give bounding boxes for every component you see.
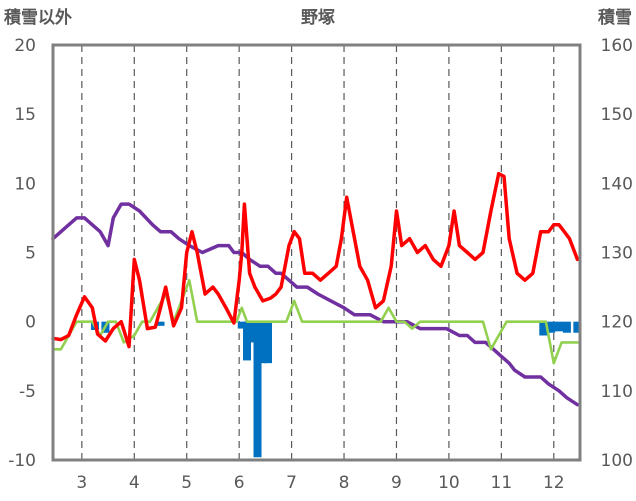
series-lines — [51, 171, 580, 407]
series-line-green — [51, 278, 579, 365]
x-tick-label-11: 11 — [491, 473, 513, 493]
bar-blue-11 — [555, 321, 564, 332]
y-left-tick-0: 0 — [25, 313, 36, 333]
bar-blue-3 — [237, 321, 246, 329]
y-right-tick-labels: 100 110 120 130 140 150 160 — [601, 36, 633, 471]
x-tick-labels: 3 4 5 6 7 8 9 10 11 12 — [76, 473, 564, 493]
plot-frame — [51, 43, 582, 462]
x-tick-label-12: 12 — [543, 473, 565, 493]
bar-blue-13 — [573, 321, 582, 333]
y-right-tick-120: 120 — [601, 313, 633, 333]
blue-bars — [90, 321, 582, 458]
chart-title: 野塚 — [301, 8, 335, 28]
y-right-tick-150: 150 — [601, 105, 633, 125]
x-tick-label-3: 3 — [76, 473, 87, 493]
x-tick-label-5: 5 — [181, 473, 192, 493]
bar-blue-7 — [258, 321, 267, 364]
x-tick-label-8: 8 — [339, 473, 350, 493]
y-left-tick--10: -10 — [8, 451, 36, 471]
x-tick-label-6: 6 — [234, 473, 245, 493]
x-tick-label-10: 10 — [438, 473, 460, 493]
series-line-purple — [51, 202, 580, 407]
y-left-tick--5: -5 — [19, 382, 36, 402]
y-right-tick-140: 140 — [601, 174, 633, 194]
y-left-tick-15: 15 — [14, 105, 36, 125]
y-right-tick-130: 130 — [601, 244, 633, 264]
bar-blue-9 — [539, 321, 548, 336]
y-right-tick-110: 110 — [601, 382, 633, 402]
series-line-red — [51, 171, 580, 349]
y-right-tick-100: 100 — [601, 451, 633, 471]
bar-blue-10 — [547, 321, 556, 333]
y-right-tick-160: 160 — [601, 36, 633, 56]
x-tick-label-9: 9 — [391, 473, 402, 493]
y-left-tick-20: 20 — [14, 36, 36, 56]
y-right-axis-label: 積雪 — [598, 7, 632, 28]
x-tick-label-7: 7 — [286, 473, 297, 493]
x-tick-label-4: 4 — [129, 473, 140, 493]
y-left-tick-5: 5 — [25, 244, 36, 264]
y-left-tick-labels: -10 -5 0 5 10 15 20 — [8, 36, 36, 471]
bar-blue-5 — [248, 321, 257, 343]
y-left-tick-10: 10 — [14, 174, 36, 194]
bar-blue-4 — [243, 321, 252, 361]
y-left-axis-label: 積雪以外 — [4, 7, 72, 28]
bar-blue-12 — [562, 321, 571, 333]
bar-blue-2 — [156, 321, 165, 326]
bar-blue-6 — [253, 321, 262, 458]
bar-blue-8 — [263, 321, 272, 364]
